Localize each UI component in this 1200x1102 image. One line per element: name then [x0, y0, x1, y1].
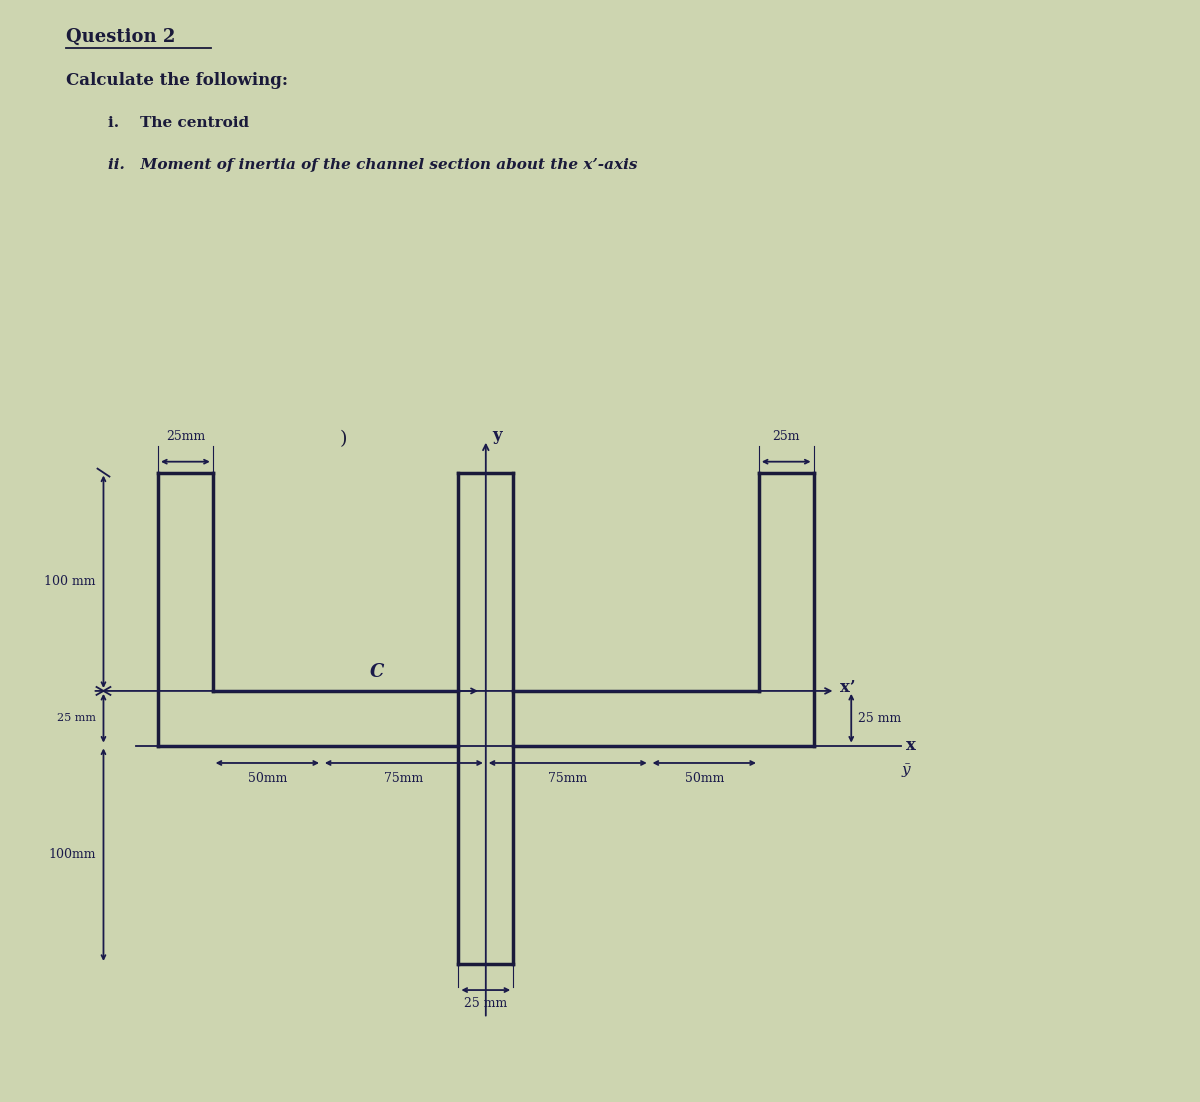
Text: ii.   Moment of inertia of the channel section about the x’-axis: ii. Moment of inertia of the channel sec… — [108, 158, 638, 172]
Text: Calculate the following:: Calculate the following: — [66, 72, 288, 88]
Text: ): ) — [340, 430, 348, 447]
Text: 50mm: 50mm — [247, 771, 287, 785]
Text: ȳ: ȳ — [901, 764, 910, 777]
Text: 25 mm: 25 mm — [858, 712, 901, 725]
Text: 50mm: 50mm — [684, 771, 724, 785]
Text: 100mm: 100mm — [48, 849, 96, 861]
Text: 75mm: 75mm — [548, 771, 587, 785]
Text: 25 mm: 25 mm — [464, 997, 508, 1011]
Text: Question 2: Question 2 — [66, 28, 175, 46]
Text: C: C — [370, 663, 384, 681]
Text: x: x — [906, 737, 916, 754]
Text: 75mm: 75mm — [384, 771, 424, 785]
Text: 25 mm: 25 mm — [56, 713, 96, 723]
Text: 25m: 25m — [773, 430, 800, 443]
Text: x’: x’ — [840, 680, 856, 696]
Text: i.    The centroid: i. The centroid — [108, 116, 250, 130]
Text: y: y — [492, 428, 502, 444]
Text: 25mm: 25mm — [166, 430, 205, 443]
Text: 100 mm: 100 mm — [44, 575, 96, 588]
